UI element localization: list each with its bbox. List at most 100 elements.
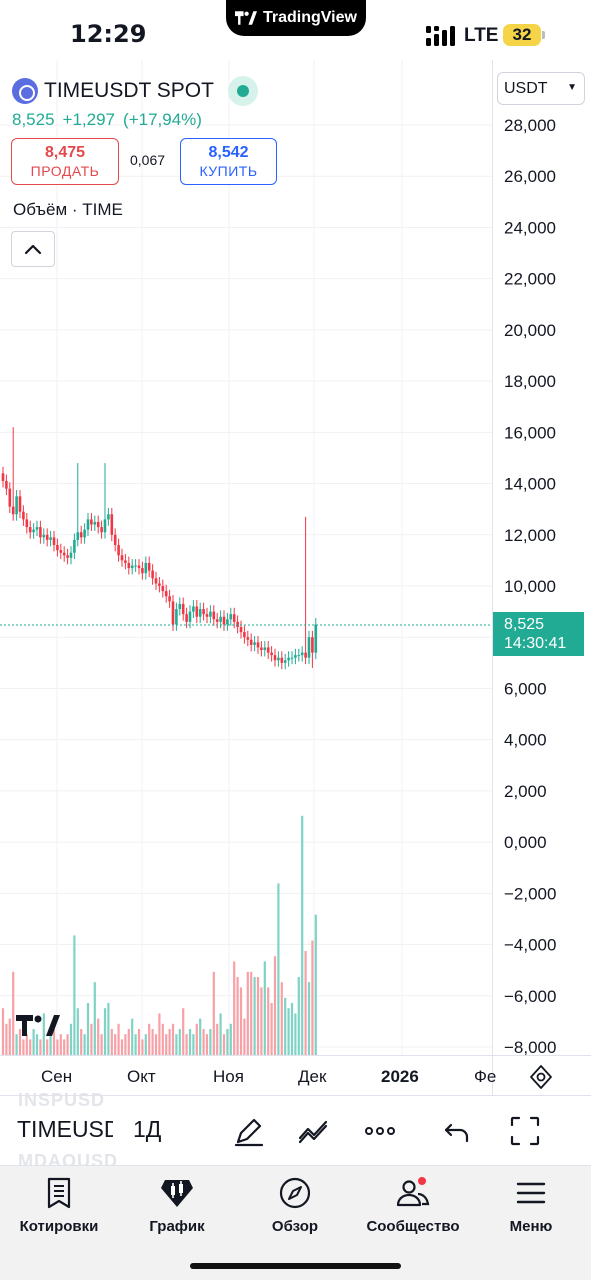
candle-body — [18, 496, 22, 512]
volume-bar — [120, 1039, 124, 1055]
compass-icon — [279, 1177, 311, 1209]
symbol-search-button[interactable]: TIMEUSDT — [17, 1116, 113, 1142]
symbol-header[interactable]: TIMEUSDT SPOT — [12, 76, 258, 106]
candle-body — [188, 611, 192, 622]
volume-bar — [243, 1018, 246, 1055]
volume-bar — [280, 982, 283, 1055]
volume-bar — [185, 1034, 188, 1055]
volume-bar — [103, 1008, 107, 1055]
more-icon[interactable] — [363, 1114, 397, 1148]
candle-body — [8, 488, 12, 507]
candle-body — [42, 534, 46, 538]
price-tick-label: 2,000 — [504, 782, 547, 801]
candle-body — [239, 626, 243, 633]
volume-bar — [117, 1023, 120, 1055]
volume-bar — [301, 815, 304, 1055]
volume-indicator-label[interactable]: Объём · TIME — [13, 200, 123, 219]
candle-body — [260, 647, 263, 651]
chart-grid — [0, 60, 492, 1055]
volume-bar — [93, 982, 96, 1055]
candle-body — [79, 532, 83, 538]
last-price-badge-value: 8,525 — [504, 616, 545, 633]
price-change: +1,297 — [62, 110, 116, 129]
volume-bar — [134, 1034, 137, 1055]
volume-bar — [1, 1008, 5, 1055]
candle-body — [253, 642, 256, 645]
time-axis[interactable]: Сен Окт Ноя Дек 2026 Фе — [0, 1055, 591, 1095]
candle-body — [185, 614, 188, 622]
nav-community-label: Сообщество — [366, 1218, 460, 1235]
sell-button[interactable]: 8,475 ПРОДАТЬ — [11, 138, 119, 185]
volume-bar — [222, 1034, 226, 1055]
candle-body — [161, 586, 165, 592]
candle-body — [124, 560, 127, 563]
volume-bar — [277, 883, 280, 1055]
collapse-legend-button[interactable] — [11, 231, 55, 267]
candle-body — [256, 642, 260, 648]
volume-bar — [151, 1029, 154, 1055]
candle-body — [168, 596, 171, 602]
volume-bar — [216, 1023, 219, 1055]
price-chart[interactable]: 28,000 26,000 24,000 22,000 20,000 18,000 16,0… — [0, 60, 591, 1095]
volume-bar — [52, 1029, 56, 1055]
indicators-icon[interactable] — [297, 1114, 331, 1148]
price-tick-label: 10,000 — [504, 577, 556, 596]
price-tick-label: 0,000 — [504, 833, 547, 852]
volume-bar — [287, 1008, 290, 1055]
candle-body — [151, 570, 154, 579]
volume-bar — [124, 1034, 127, 1055]
candle-body — [39, 527, 42, 538]
symbol-title[interactable]: TIMEUSDT SPOT — [44, 79, 214, 102]
price-tick-label: 22,000 — [504, 270, 556, 289]
battery-level: 32 — [503, 24, 541, 46]
volume-bar — [86, 1003, 90, 1055]
prev-symbol-hint[interactable]: INSPUSD — [18, 1090, 106, 1110]
candle-body — [100, 527, 103, 533]
fullscreen-icon[interactable] — [508, 1114, 542, 1148]
volume-bar — [32, 1029, 35, 1055]
axis-settings-icon[interactable] — [528, 1064, 554, 1090]
market-status-icon[interactable] — [227, 76, 258, 106]
drawing-pen-icon[interactable] — [232, 1114, 266, 1148]
status-bar: 12:29 TradingView LTE 32 — [0, 0, 591, 70]
volume-bar — [260, 987, 263, 1055]
price-tick-label: 12,000 — [504, 526, 556, 545]
candle-body — [280, 657, 284, 663]
candle-body — [266, 647, 270, 653]
candle-body — [198, 609, 202, 617]
nav-community[interactable]: Сообщество — [354, 1176, 472, 1235]
nav-chart[interactable]: График — [118, 1176, 236, 1235]
candle-body — [107, 514, 110, 520]
candle-body — [222, 616, 226, 625]
sell-price: 8,475 — [44, 144, 86, 162]
candle-body — [59, 550, 63, 553]
nav-menu[interactable]: Меню — [472, 1176, 590, 1235]
volume-bar — [256, 977, 260, 1055]
volume-bar — [22, 1039, 25, 1055]
currency-select[interactable]: USDT ▼ — [497, 72, 585, 105]
candle-body — [45, 534, 49, 540]
candle-body — [154, 578, 158, 584]
coin-logo-icon — [12, 78, 38, 104]
nav-overview[interactable]: Обзор — [236, 1176, 354, 1235]
volume-bar — [311, 940, 314, 1055]
candle-body — [205, 614, 209, 617]
candle-body — [304, 652, 307, 658]
volume-bar — [233, 961, 236, 1055]
sell-label: ПРОДАТЬ — [30, 162, 100, 179]
interval-button[interactable]: 1Д — [133, 1116, 162, 1142]
currency-value: USDT — [504, 79, 548, 97]
volume-bar — [284, 997, 287, 1055]
buy-button[interactable]: 8,542 КУПИТЬ — [180, 138, 277, 185]
time-label-dec: Дек — [298, 1067, 327, 1086]
candles — [1, 427, 318, 670]
volume-bar — [212, 971, 215, 1055]
volume-bar — [239, 987, 243, 1055]
community-icon — [396, 1177, 430, 1207]
time-label-oct: Окт — [127, 1067, 156, 1086]
candle-body — [103, 519, 107, 533]
volume-bar — [307, 982, 311, 1055]
nav-quotes[interactable]: Котировки — [0, 1176, 118, 1235]
volume-bar — [90, 1023, 93, 1055]
undo-icon[interactable] — [441, 1114, 475, 1148]
